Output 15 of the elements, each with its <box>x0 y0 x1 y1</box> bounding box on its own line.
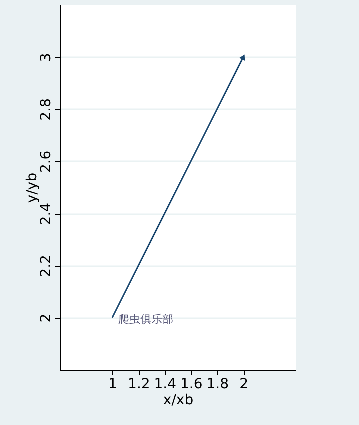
x-tick-label: 1.6 <box>180 376 203 392</box>
y-tick-label: 2 <box>38 314 54 323</box>
x-tick-label: 2 <box>240 376 249 392</box>
annotation: 爬虫俱乐部 <box>118 312 174 326</box>
x-tick-label: 1 <box>108 376 118 392</box>
x-axis-title: x/xb <box>163 392 194 408</box>
x-tick-label: 1.2 <box>128 376 150 392</box>
x-tick-label: 1.8 <box>206 376 229 392</box>
y-tick-label: 2.6 <box>38 150 54 174</box>
y-tick-label: 2.2 <box>38 255 54 278</box>
x-tick-label: 1.4 <box>154 376 177 392</box>
y-tick-label: 3 <box>38 53 54 62</box>
y-tick-label: 2.4 <box>38 202 54 226</box>
y-tick-label: 2.8 <box>38 98 54 121</box>
y-axis-title: y/yb <box>24 172 40 204</box>
